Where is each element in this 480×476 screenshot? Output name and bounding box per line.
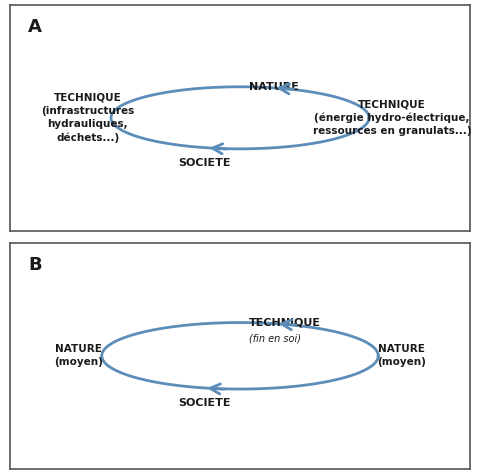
Text: SOCIETE: SOCIETE bbox=[178, 158, 231, 168]
Text: TECHNIQUE: TECHNIQUE bbox=[249, 317, 321, 327]
Text: NATURE
(moyen): NATURE (moyen) bbox=[54, 344, 103, 367]
Text: TECHNIQUE
(énergie hydro-électrique,
ressources en granulats...): TECHNIQUE (énergie hydro-électrique, res… bbox=[313, 99, 471, 136]
Text: B: B bbox=[28, 256, 42, 274]
Text: NATURE: NATURE bbox=[249, 82, 299, 92]
Text: NATURE
(moyen): NATURE (moyen) bbox=[377, 344, 426, 367]
Text: (fin en soi): (fin en soi) bbox=[249, 333, 301, 343]
Text: SOCIETE: SOCIETE bbox=[178, 398, 231, 408]
Text: A: A bbox=[28, 19, 42, 36]
Text: TECHNIQUE
(infrastructures
hydrauliques,
déchets...): TECHNIQUE (infrastructures hydrauliques,… bbox=[41, 93, 134, 143]
